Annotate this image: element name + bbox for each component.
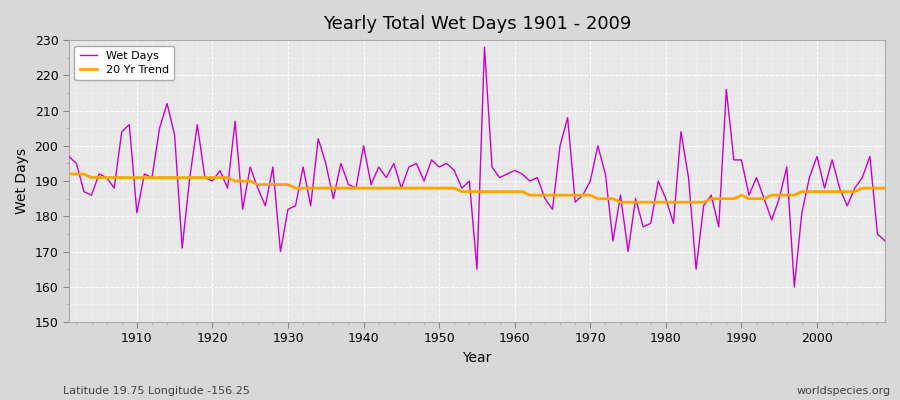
Line: Wet Days: Wet Days <box>68 47 885 287</box>
20 Yr Trend <box>600 196 611 201</box>
Legend: Wet Days, 20 Yr Trend: Wet Days, 20 Yr Trend <box>75 46 175 80</box>
X-axis label: Year: Year <box>463 351 491 365</box>
Line: 20 Yr Trend: 20 Yr Trend <box>68 174 885 202</box>
Wet Days <box>63 154 74 159</box>
20 Yr Trend <box>615 200 626 205</box>
Wet Days <box>290 203 301 208</box>
Wet Days <box>336 161 346 166</box>
20 Yr Trend <box>63 172 74 176</box>
Wet Days <box>789 284 800 289</box>
Wet Days <box>879 238 890 243</box>
Y-axis label: Wet Days: Wet Days <box>15 148 29 214</box>
Wet Days <box>479 45 490 50</box>
Wet Days <box>608 238 618 243</box>
Text: Latitude 19.75 Longitude -156.25: Latitude 19.75 Longitude -156.25 <box>63 386 250 396</box>
20 Yr Trend <box>879 186 890 190</box>
20 Yr Trend <box>502 189 513 194</box>
20 Yr Trend <box>336 186 346 190</box>
Title: Yearly Total Wet Days 1901 - 2009: Yearly Total Wet Days 1901 - 2009 <box>323 15 631 33</box>
20 Yr Trend <box>509 189 520 194</box>
Wet Days <box>509 168 520 173</box>
20 Yr Trend <box>290 186 301 190</box>
Text: worldspecies.org: worldspecies.org <box>796 386 891 396</box>
Wet Days <box>517 172 527 176</box>
20 Yr Trend <box>124 175 135 180</box>
Wet Days <box>124 122 135 127</box>
